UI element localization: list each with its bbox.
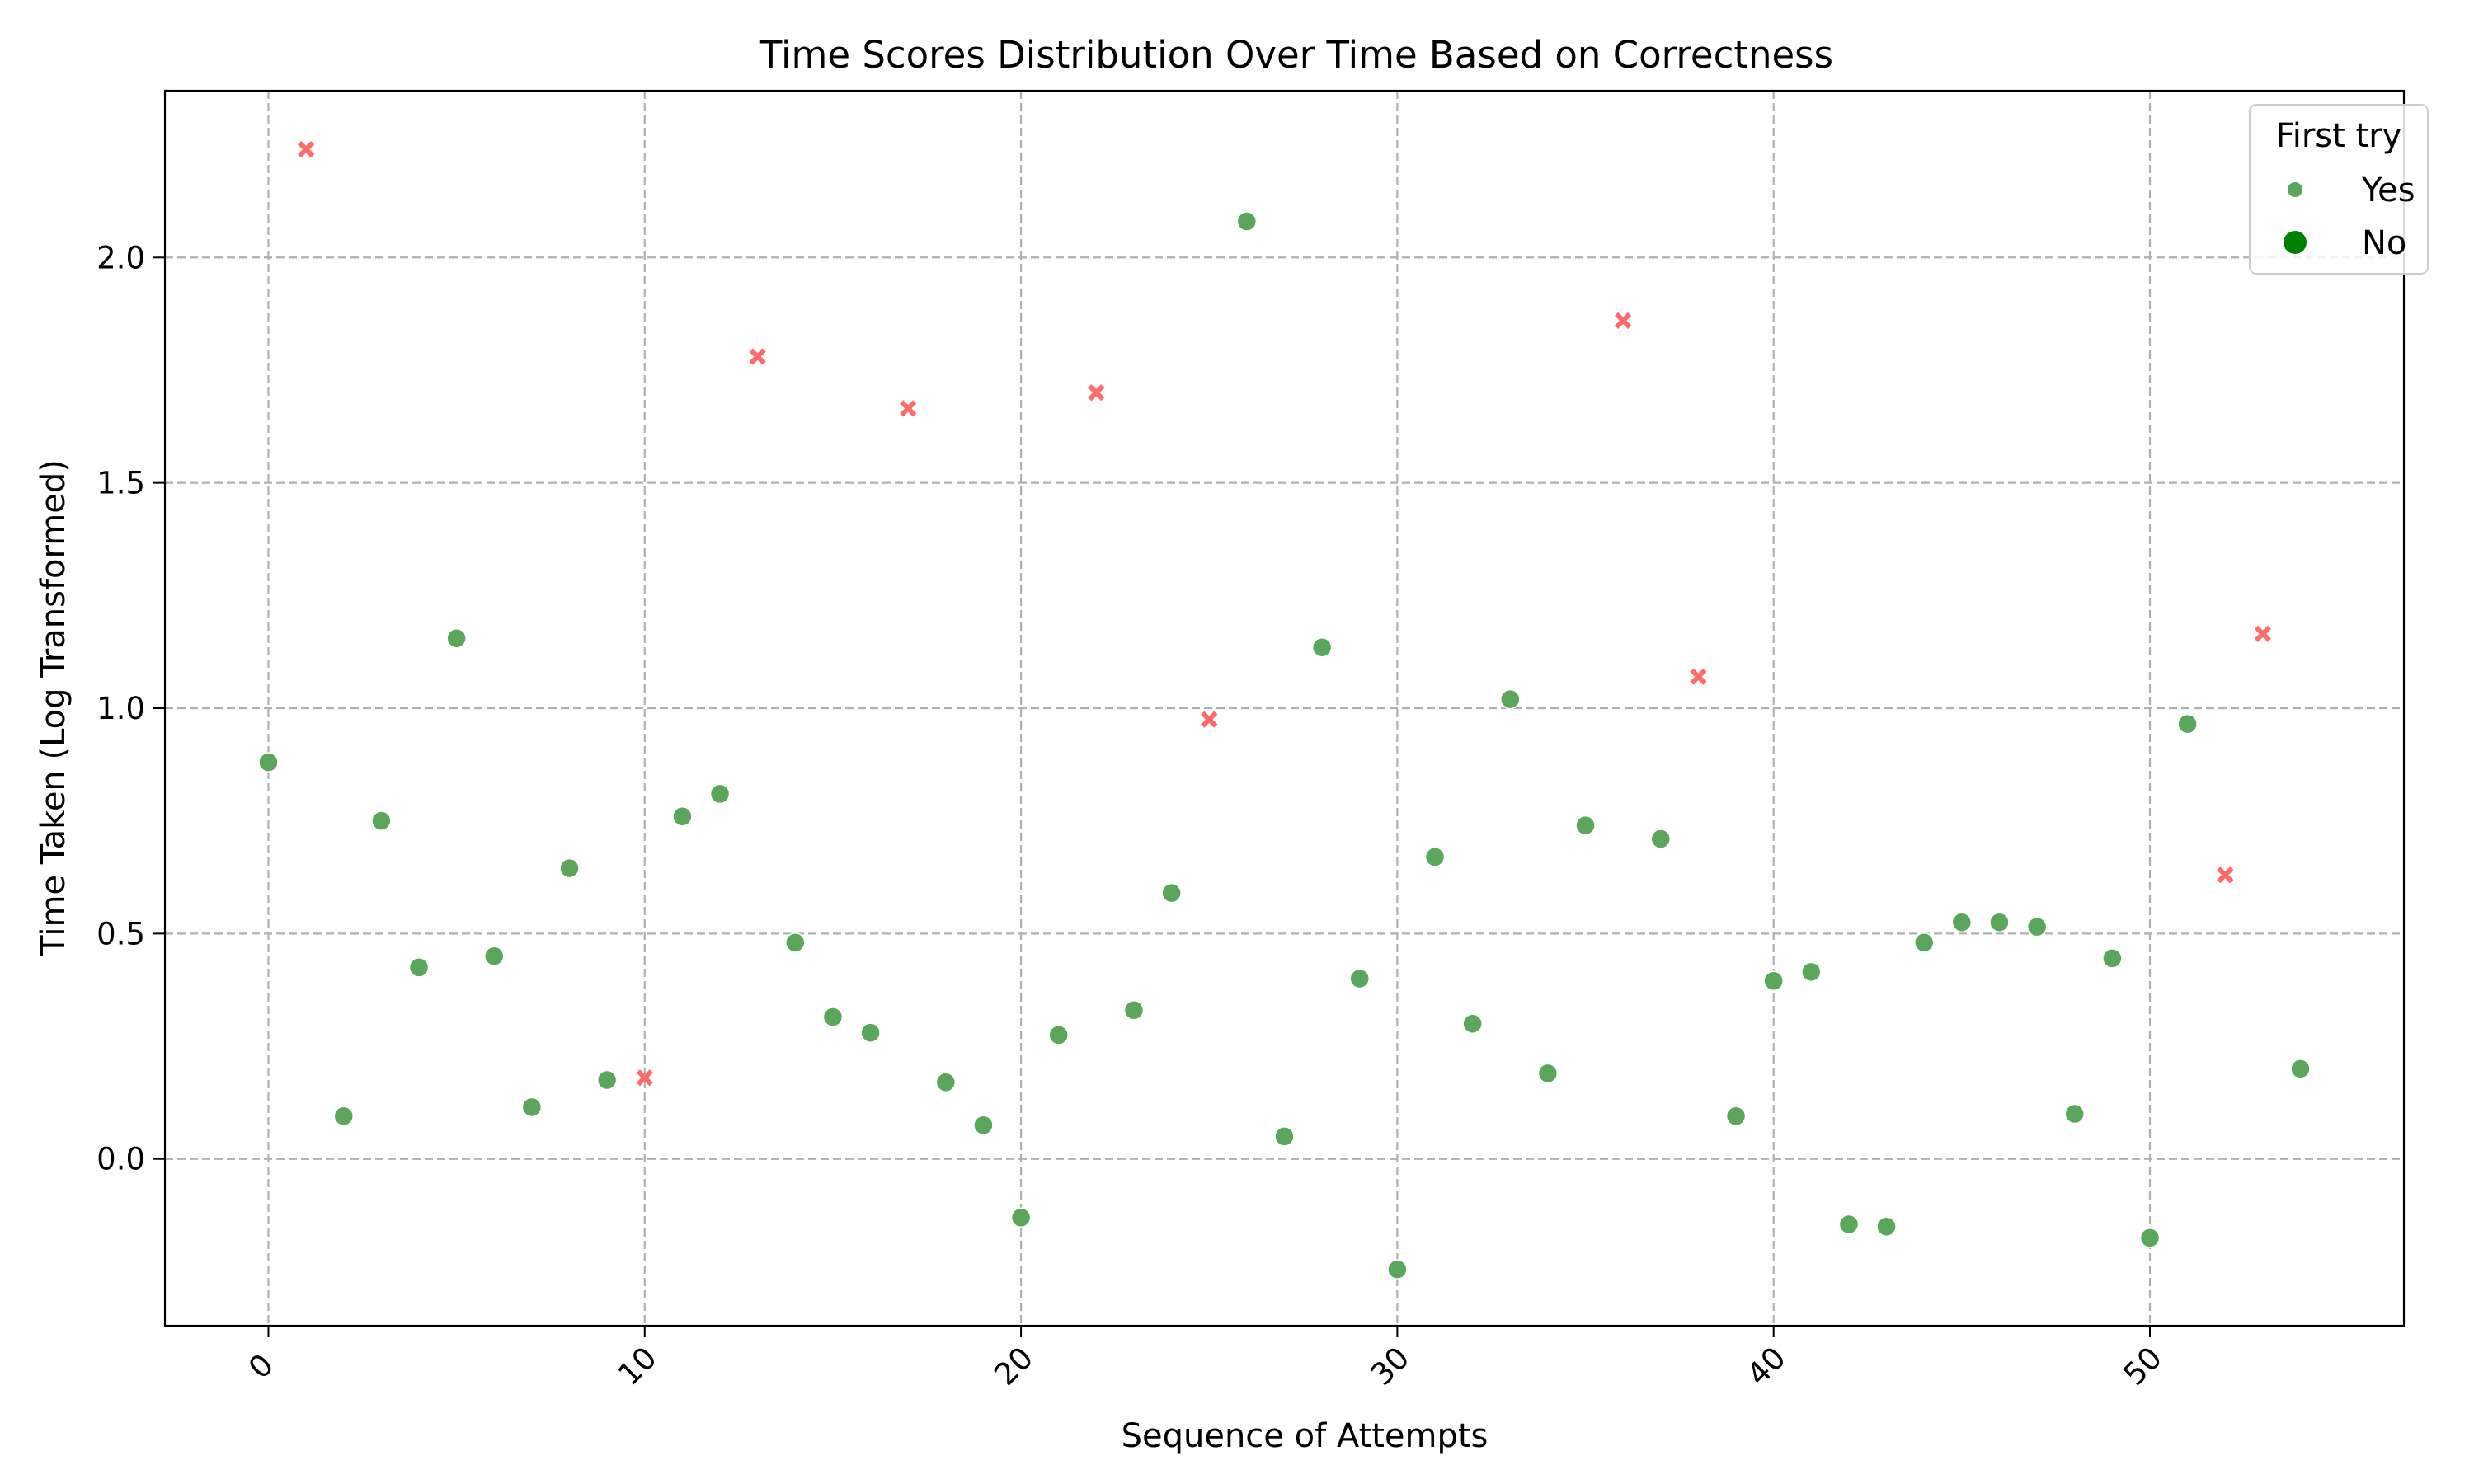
- scatter-point: [333, 1106, 354, 1127]
- x-axis-label: Sequence of Attempts: [1122, 1417, 1489, 1455]
- y-axis-label: Time Taken (Log Transformed): [35, 459, 73, 956]
- scatter-point-x: [1088, 384, 1105, 402]
- y-tick-label: 1.5: [96, 466, 145, 501]
- scatter-point: [1462, 1013, 1483, 1034]
- legend-yes-label: Yes: [2361, 171, 2415, 209]
- scatter-point: [1010, 1207, 1032, 1228]
- scatter-point: [2026, 916, 2048, 937]
- scatter-point: [371, 810, 392, 831]
- scatter-point-x: [636, 1069, 653, 1087]
- scatter-point: [258, 752, 279, 773]
- scatter-point-x: [2217, 866, 2234, 884]
- scatter-point: [2102, 948, 2123, 969]
- legend-no-label: No: [2362, 224, 2406, 262]
- scatter-point: [1876, 1216, 1897, 1237]
- scatter-point: [2064, 1103, 2085, 1125]
- scatter-point: [1161, 882, 1182, 904]
- scatter-point: [1725, 1106, 1747, 1127]
- scatter-point: [1989, 912, 2010, 932]
- scatter-point: [559, 857, 580, 879]
- scatter-point: [1274, 1126, 1295, 1147]
- legend-no-marker: [2284, 231, 2307, 254]
- scatter-point: [935, 1072, 957, 1093]
- scatter-point-x: [1615, 312, 1632, 329]
- scatter-point: [2139, 1228, 2161, 1248]
- scatter-point: [822, 1007, 844, 1027]
- scatter-point: [1913, 932, 1935, 953]
- y-tick-label: 1.0: [96, 691, 145, 726]
- scatter-point: [446, 628, 467, 649]
- scatter-point-x: [2254, 625, 2272, 642]
- y-tick-label: 0.5: [96, 916, 145, 951]
- scatter-point-x: [749, 348, 766, 365]
- scatter-point: [1048, 1025, 1069, 1045]
- scatter-point: [484, 946, 505, 966]
- scatter-point: [2177, 713, 2198, 735]
- legend-yes-marker: [2288, 182, 2302, 197]
- scatter-point-x: [1690, 668, 1707, 685]
- y-axis-ticks: 0.0 0.5 1.0 1.5 2.0: [96, 240, 165, 1177]
- scatter-point: [860, 1022, 881, 1043]
- scatter-point: [596, 1069, 618, 1091]
- scatter-point: [1763, 970, 1784, 992]
- scatter-point: [1349, 968, 1371, 989]
- scatter-point: [1500, 688, 1521, 710]
- legend-title: First try: [2276, 117, 2402, 155]
- scatter-point: [408, 957, 430, 978]
- scatter-point: [1537, 1063, 1559, 1084]
- scatter-point: [1801, 961, 1822, 983]
- scatter-point: [1650, 829, 1672, 849]
- chart-title: Time Scores Distribution Over Time Based…: [759, 33, 1833, 77]
- data-points: [258, 140, 2311, 1280]
- legend: First try Yes No: [2249, 104, 2429, 275]
- y-tick-label: 2.0: [96, 240, 145, 275]
- scatter-point: [1424, 847, 1446, 867]
- scatter-point-x: [900, 400, 917, 417]
- scatter-point: [1575, 815, 1596, 836]
- scatter-point: [785, 932, 806, 953]
- scatter-point: [1311, 636, 1333, 658]
- scatter-point-x: [1201, 711, 1218, 728]
- scatter-point: [672, 805, 693, 827]
- scatter-point: [1951, 912, 1973, 932]
- y-tick-label: 0.0: [96, 1142, 145, 1177]
- scatter-point: [1123, 1000, 1145, 1021]
- scatter-point: [521, 1097, 543, 1118]
- grid-lines: [165, 91, 2404, 1326]
- scatter-point: [973, 1115, 994, 1135]
- scatter-point: [1236, 211, 1258, 232]
- scatter-point: [709, 783, 731, 805]
- scatter-point: [2290, 1059, 2311, 1079]
- scatter-point: [1838, 1214, 1860, 1235]
- scatter-point-x: [297, 140, 315, 158]
- scatter-point: [1387, 1259, 1408, 1280]
